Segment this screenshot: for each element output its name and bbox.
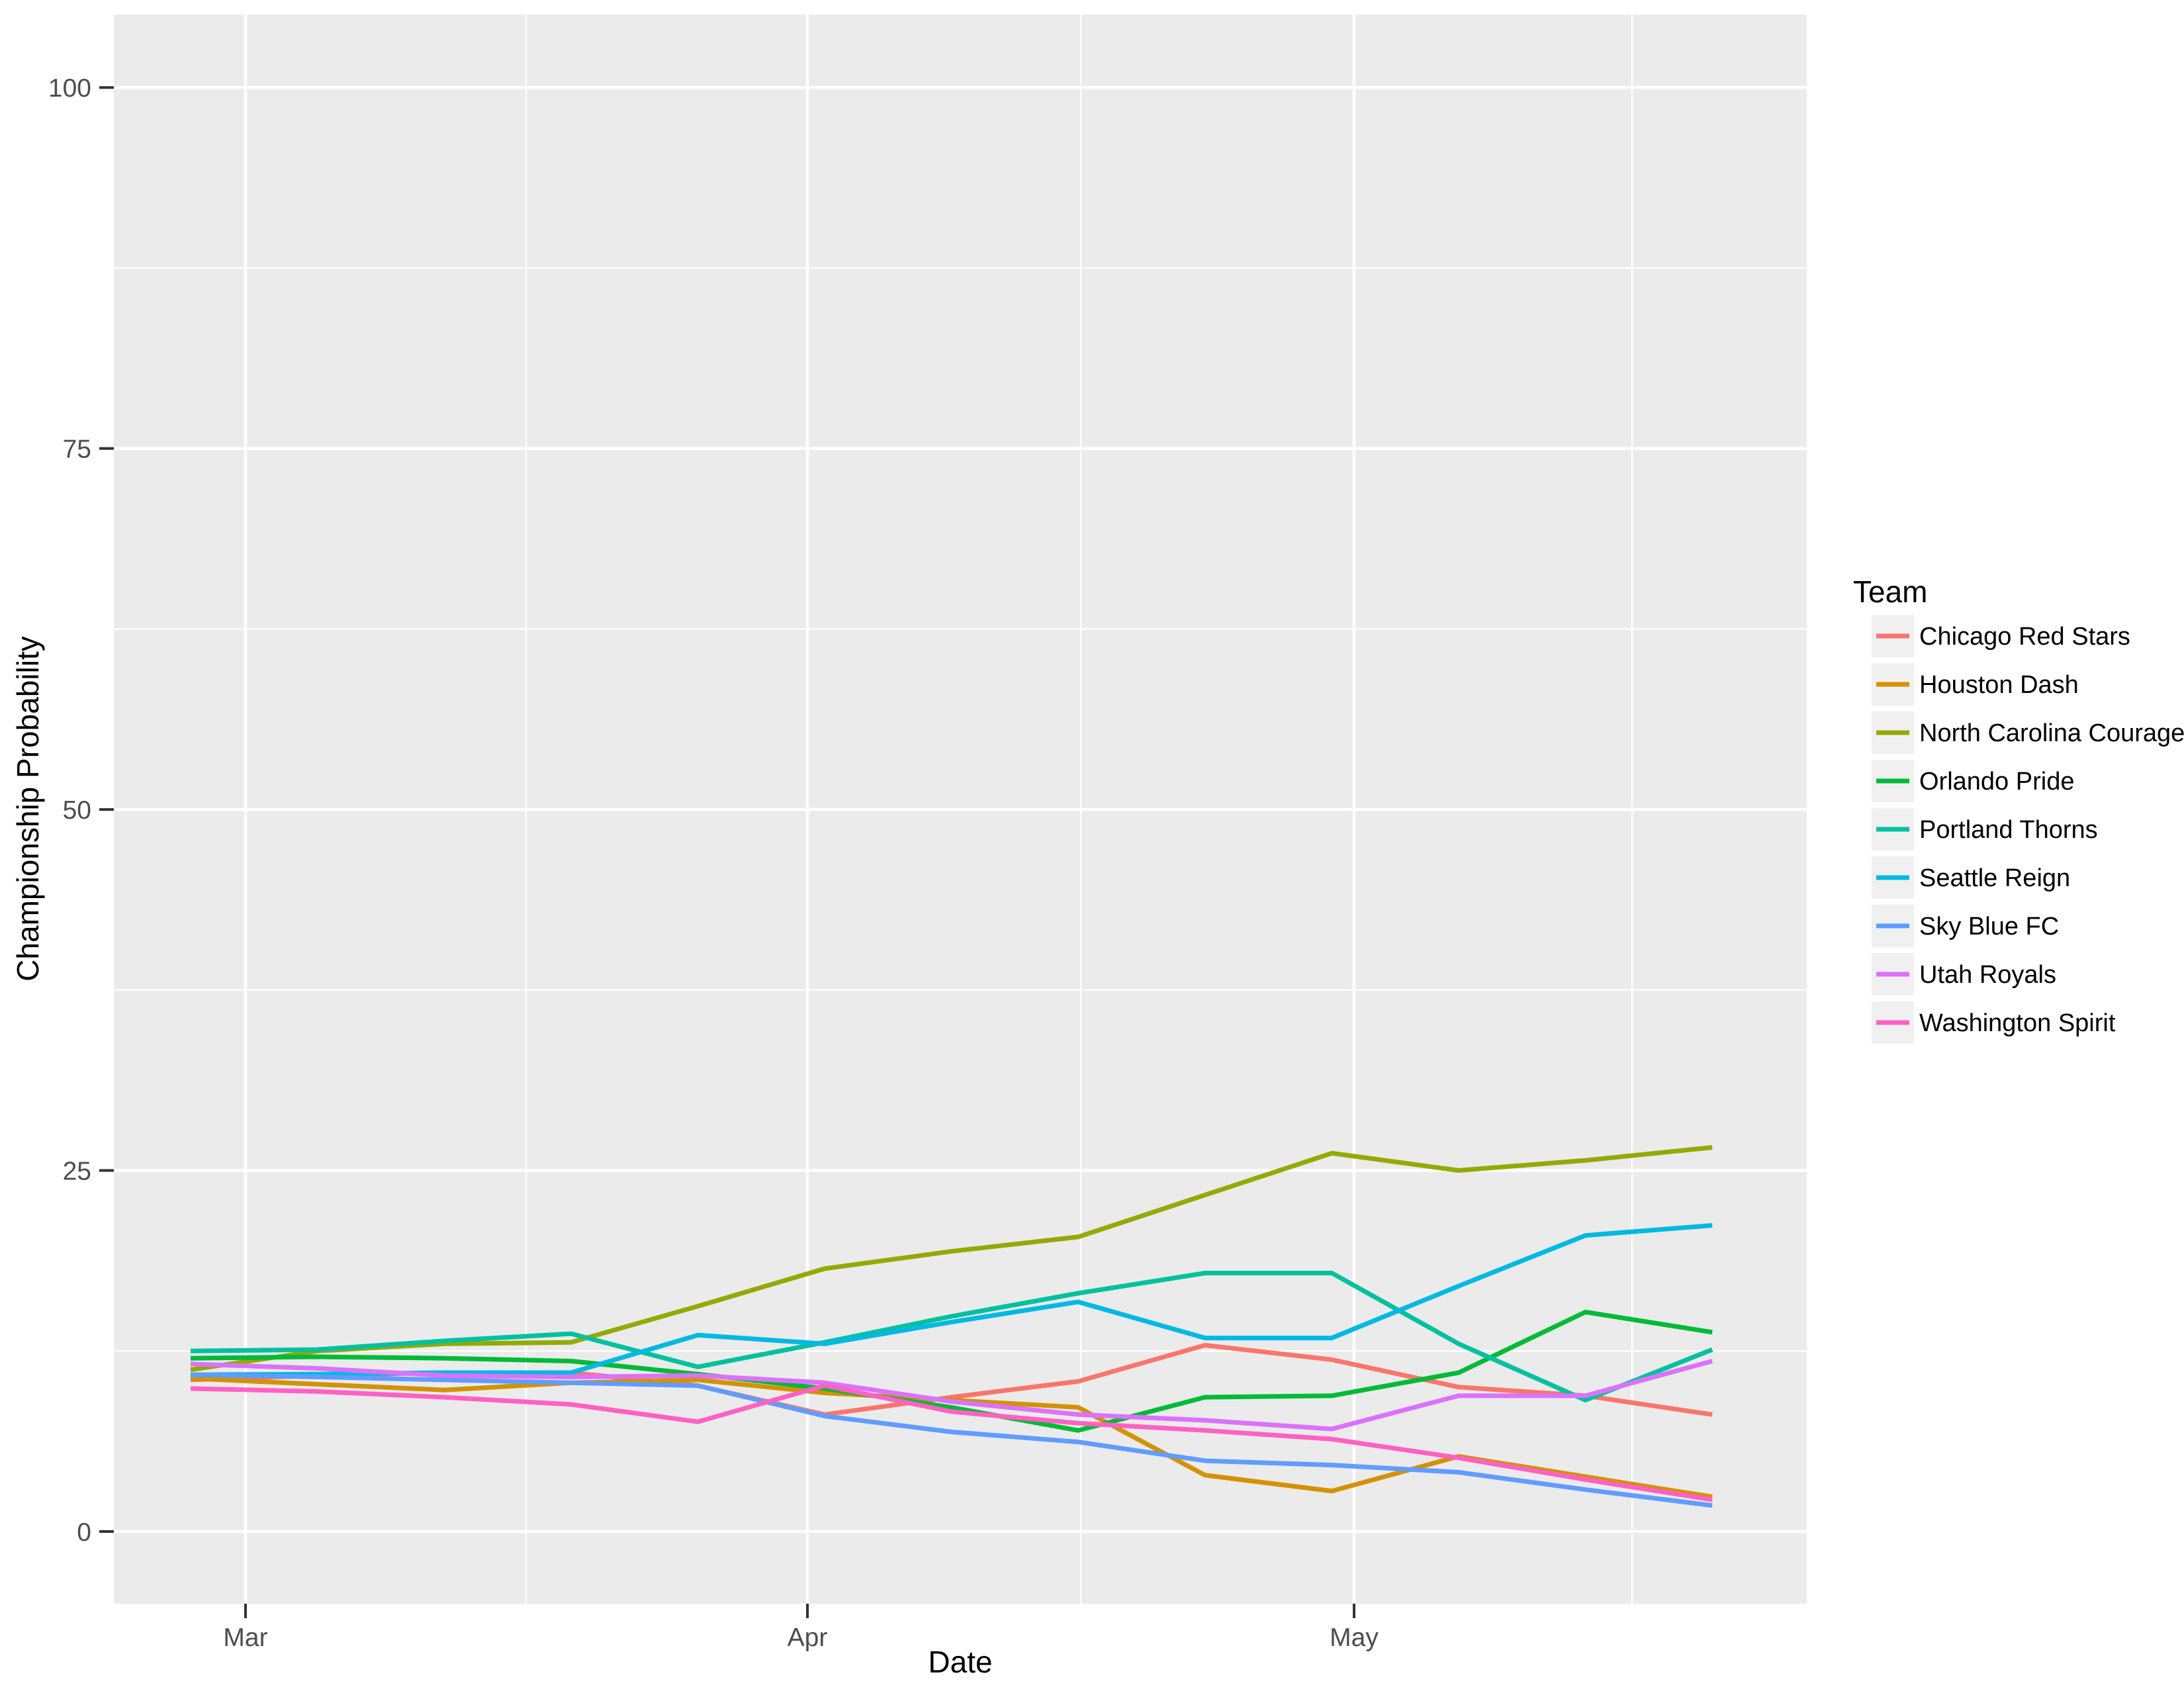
x-tick-label: Mar bbox=[223, 1623, 267, 1652]
x-tick-label: May bbox=[1330, 1623, 1379, 1652]
gridline-layer bbox=[114, 15, 1807, 1604]
legend-label-orlando-pride: Orlando Pride bbox=[1919, 768, 2074, 796]
legend-item-north-carolina-courage: North Carolina Courage bbox=[1872, 711, 2184, 754]
x-axis-title: Date bbox=[928, 1645, 992, 1679]
legend-item-orlando-pride: Orlando Pride bbox=[1872, 760, 2074, 802]
legend-item-utah-royals: Utah Royals bbox=[1872, 953, 2056, 995]
series-line-utah-royals bbox=[190, 1359, 1713, 1432]
legend-label-utah-royals: Utah Royals bbox=[1919, 961, 2056, 989]
y-tick-label: 100 bbox=[48, 74, 91, 103]
series-layer bbox=[190, 1145, 1713, 1508]
series-line-sky-blue-fc bbox=[190, 1372, 1713, 1508]
legend-item-sky-blue-fc: Sky Blue FC bbox=[1872, 905, 2059, 947]
legend-label-washington-spirit: Washington Spirit bbox=[1919, 1009, 2116, 1037]
legend-title: Team bbox=[1853, 574, 1927, 609]
y-tick-label: 0 bbox=[77, 1518, 91, 1547]
legend-label-seattle-reign: Seattle Reign bbox=[1919, 864, 2070, 892]
y-axis-title: Championship Probability bbox=[11, 636, 45, 982]
axes-layer: 0 25 50 75 100 Mar Apr May bbox=[48, 74, 1379, 1652]
legend-item-washington-spirit: Washington Spirit bbox=[1872, 1001, 2116, 1044]
y-tick-label: 50 bbox=[63, 796, 91, 825]
legend-label-chicago-red-stars: Chicago Red Stars bbox=[1919, 623, 2130, 651]
legend-label-sky-blue-fc: Sky Blue FC bbox=[1919, 913, 2059, 940]
series-line-seattle-reign bbox=[190, 1223, 1713, 1377]
series-line-washington-spirit bbox=[190, 1383, 1713, 1502]
series-line-orlando-pride bbox=[190, 1309, 1713, 1433]
series-line-north-carolina-courage bbox=[190, 1145, 1713, 1373]
legend-label-north-carolina-courage: North Carolina Courage bbox=[1919, 719, 2184, 747]
legend-item-chicago-red-stars: Chicago Red Stars bbox=[1872, 615, 2130, 657]
y-tick-label: 75 bbox=[63, 435, 91, 464]
legend-item-portland-thorns: Portland Thorns bbox=[1872, 808, 2098, 850]
series-line-portland-thorns bbox=[190, 1271, 1713, 1402]
legend-item-seattle-reign: Seattle Reign bbox=[1872, 856, 2070, 899]
legend-item-houston-dash: Houston Dash bbox=[1872, 663, 2079, 706]
y-tick-label: 25 bbox=[63, 1158, 91, 1186]
legend-label-portland-thorns: Portland Thorns bbox=[1919, 816, 2098, 844]
legend-layer: Chicago Red Stars Houston Dash North Carol… bbox=[1872, 615, 2184, 1044]
legend-label-houston-dash: Houston Dash bbox=[1919, 671, 2079, 699]
x-tick-label: Apr bbox=[788, 1623, 828, 1652]
